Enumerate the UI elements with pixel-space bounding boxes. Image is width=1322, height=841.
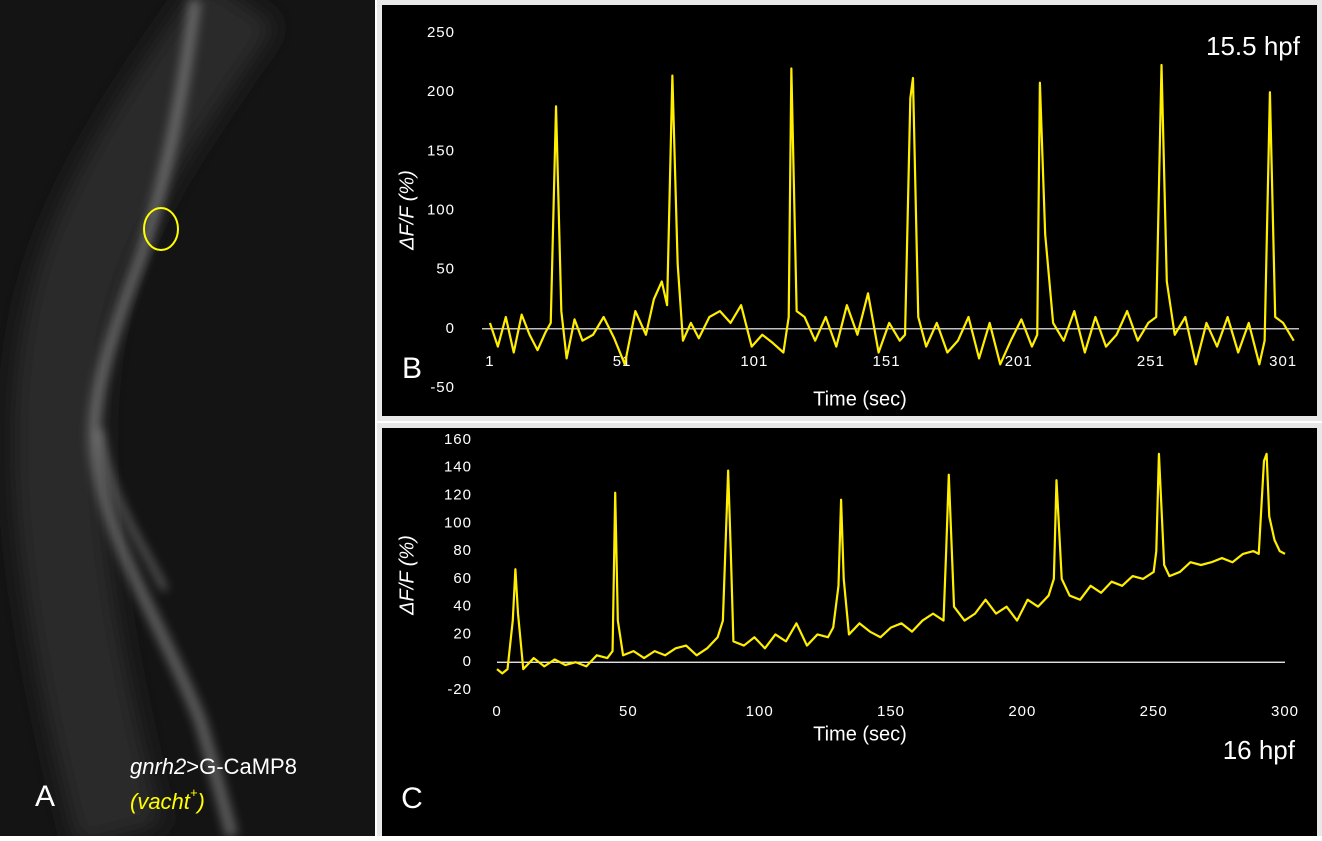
y-tick-label: 250 [427, 24, 455, 41]
x-tick-label: 0 [492, 703, 501, 720]
y-tick-label: 40 [453, 598, 472, 615]
bright-cells [97, 429, 168, 592]
panel-b-background [382, 5, 1317, 416]
x-tick-label: 301 [1269, 353, 1297, 370]
roi-circle [143, 207, 179, 251]
x-axis-label: Time (sec) [813, 723, 907, 745]
stage-annotation: 15.5 hpf [1206, 31, 1301, 61]
y-tick-label: 120 [444, 487, 472, 504]
panel-label: C [401, 782, 423, 815]
x-tick-label: 100 [746, 703, 774, 720]
x-tick-label: 101 [740, 353, 768, 370]
panel-label: B [402, 352, 422, 385]
y-tick-label: 80 [453, 542, 472, 559]
gene-name: gnrh2 [130, 754, 186, 779]
y-tick-label: -50 [430, 379, 455, 396]
x-tick-label: 150 [877, 703, 905, 720]
y-tick-label: 150 [427, 142, 455, 159]
y-tick-label: 160 [444, 431, 472, 448]
y-tick-label: 20 [453, 625, 472, 642]
x-tick-label: 300 [1271, 703, 1299, 720]
y-tick-label: 200 [427, 83, 455, 100]
x-tick-label: 251 [1137, 353, 1165, 370]
y-tick-label: -20 [447, 681, 472, 698]
y-axis-label: ΔF/F (%) [396, 170, 418, 251]
x-tick-label: 151 [873, 353, 901, 370]
x-tick-label: 50 [619, 703, 638, 720]
x-tick-label: 250 [1140, 703, 1168, 720]
stage-annotation: 16 hpf [1223, 735, 1296, 765]
y-tick-label: 0 [446, 320, 455, 337]
panel-label: A [35, 780, 55, 813]
caption-construct: gnrh2>G-CaMP8 [130, 754, 297, 779]
marker-close: ) [195, 789, 205, 814]
y-tick-label: 140 [444, 459, 472, 476]
y-tick-label: 100 [444, 514, 472, 531]
x-tick-label: 200 [1008, 703, 1036, 720]
panel-a: A gnrh2>G-CaMP8 (vacht+) [0, 0, 375, 841]
x-axis-label: Time (sec) [813, 388, 907, 410]
marker-sup: + [190, 785, 198, 800]
trace-line [496, 452, 1286, 675]
caption-marker: (vacht+) [130, 785, 205, 813]
trace-line [488, 63, 1295, 366]
chart: -20 0 20 40 60 80 100 120 140 160 0 50 100 150 200 250 3… [396, 431, 1299, 815]
construct-name: >G-CaMP8 [186, 754, 297, 779]
y-axis-label: ΔF/F (%) [396, 535, 418, 616]
marker-name: (vacht [130, 789, 191, 814]
y-tick-label: 60 [453, 570, 472, 587]
y-tick-label: 50 [436, 261, 455, 278]
neural-band [88, 0, 238, 838]
x-tick-label: 1 [485, 353, 494, 370]
x-tick-label: 201 [1005, 353, 1033, 370]
y-tick-label: 0 [463, 653, 472, 670]
y-tick-label: 100 [427, 201, 455, 218]
